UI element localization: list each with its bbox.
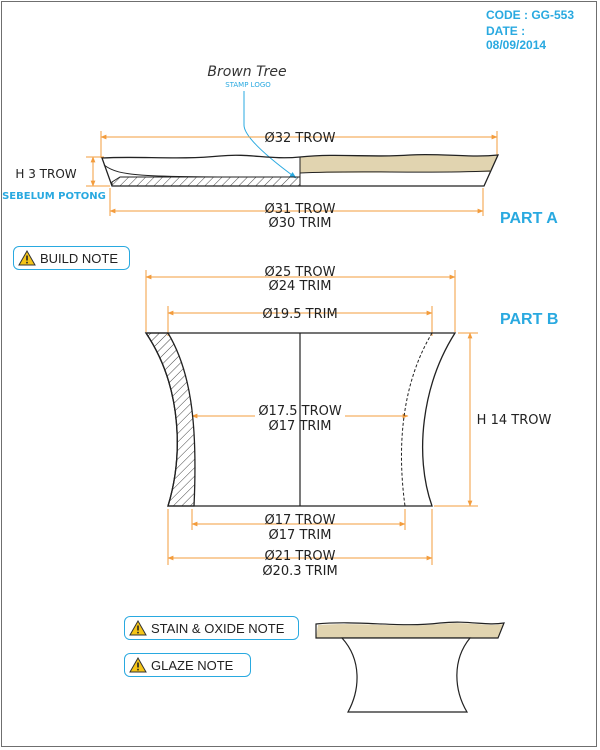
glaze-note-label: GLAZE NOTE [151, 657, 234, 673]
warning-icon [129, 657, 147, 673]
stain-oxide-note-label: STAIN & OXIDE NOTE [151, 620, 285, 636]
date-label: DATE : 08/09/2014 [486, 24, 547, 52]
warning-icon [129, 620, 147, 636]
stain-oxide-note-button[interactable]: STAIN & OXIDE NOTE [124, 616, 299, 640]
code-label: CODE : GG-553 [486, 8, 575, 22]
build-note-label: BUILD NOTE [40, 250, 119, 266]
part-b-label: PART B [500, 311, 559, 328]
build-note-button[interactable]: BUILD NOTE [13, 246, 130, 270]
part-a-label: PART A [500, 210, 558, 227]
glaze-note-button[interactable]: GLAZE NOTE [124, 653, 251, 677]
warning-icon [18, 250, 36, 266]
